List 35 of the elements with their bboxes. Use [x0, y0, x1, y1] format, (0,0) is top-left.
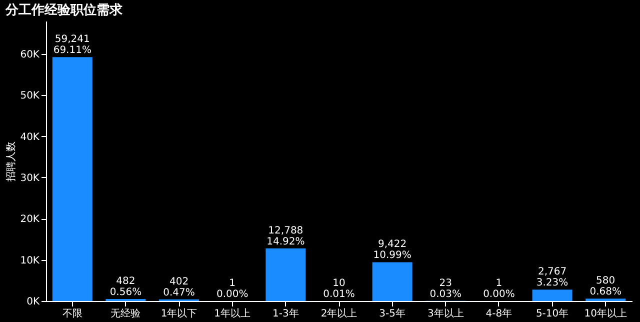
x-tick-label: 2年以上 [320, 308, 358, 320]
x-tick-label: 1年以下 [160, 308, 198, 320]
y-tick-label: 10K [20, 255, 40, 266]
chart-title: 分工作经验职位需求 [4, 2, 124, 18]
x-tick-label: 4-8年 [486, 308, 512, 320]
data-label: 9,422 10.99% [373, 239, 412, 262]
x-tick-label: 1年以上 [214, 308, 251, 320]
bar [52, 57, 92, 301]
y-tick-label: 40K [20, 132, 40, 143]
data-label: 1 0.00% [216, 278, 248, 300]
x-tick-label: 无经验 [110, 308, 141, 320]
x-tick-label: 3年以上 [427, 308, 464, 320]
data-label: 10 0.01% [323, 278, 355, 300]
data-label: 580 0.68% [590, 276, 622, 298]
x-tick-label: 1-3年 [272, 308, 299, 320]
data-label: 59,241 69.11% [53, 34, 92, 56]
y-tick-label: 0K [26, 296, 40, 308]
data-label: 1 0.00% [483, 278, 515, 300]
bar [372, 262, 412, 301]
y-axis-title: 招聘人数 [5, 142, 18, 182]
x-tick-label: 10年以上 [584, 308, 627, 320]
data-label: 402 0.47% [163, 276, 195, 298]
y-tick-label: 60K [20, 49, 40, 60]
data-label: 12,788 14.92% [266, 225, 305, 248]
x-tick-label: 不限 [62, 308, 82, 320]
bar [266, 248, 306, 301]
data-label: 482 0.56% [110, 276, 142, 298]
bar [532, 290, 572, 301]
data-label: 23 0.03% [430, 278, 462, 300]
x-tick-label: 5-10年 [536, 308, 569, 320]
y-tick-label: 50K [20, 90, 40, 102]
data-label: 2,767 3.23% [536, 266, 568, 289]
x-tick-label: 3-5年 [379, 308, 406, 320]
y-tick-label: 20K [20, 214, 40, 226]
y-tick-label: 30K [20, 172, 40, 184]
